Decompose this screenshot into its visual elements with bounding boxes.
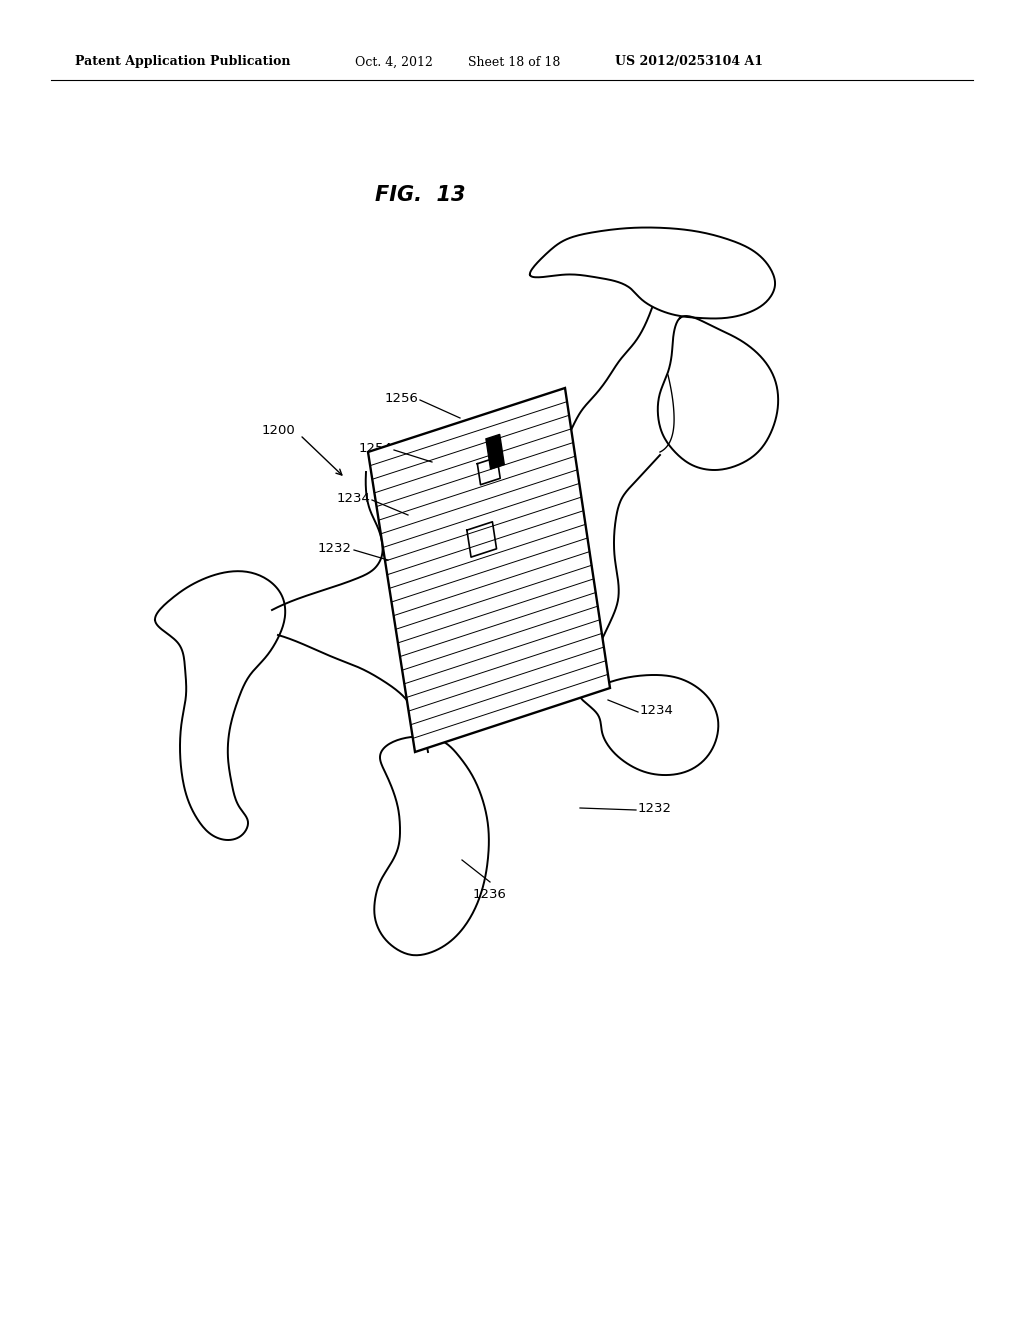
Polygon shape <box>368 388 610 752</box>
Polygon shape <box>580 675 718 775</box>
Text: 1256: 1256 <box>384 392 418 404</box>
Text: Sheet 18 of 18: Sheet 18 of 18 <box>468 55 560 69</box>
Text: 1232: 1232 <box>318 541 352 554</box>
Polygon shape <box>486 434 504 469</box>
Text: Patent Application Publication: Patent Application Publication <box>75 55 291 69</box>
Polygon shape <box>529 227 775 318</box>
Polygon shape <box>375 737 488 956</box>
Text: Oct. 4, 2012: Oct. 4, 2012 <box>355 55 433 69</box>
Text: 1236: 1236 <box>473 888 507 902</box>
Polygon shape <box>657 315 778 470</box>
Text: US 2012/0253104 A1: US 2012/0253104 A1 <box>615 55 763 69</box>
Text: 1234: 1234 <box>640 704 674 717</box>
Polygon shape <box>155 572 286 840</box>
Text: 1232: 1232 <box>638 801 672 814</box>
Text: 1254: 1254 <box>358 441 392 454</box>
Text: 1234: 1234 <box>336 491 370 504</box>
Text: FIG.  13: FIG. 13 <box>375 185 465 205</box>
Text: 1200: 1200 <box>261 424 295 437</box>
